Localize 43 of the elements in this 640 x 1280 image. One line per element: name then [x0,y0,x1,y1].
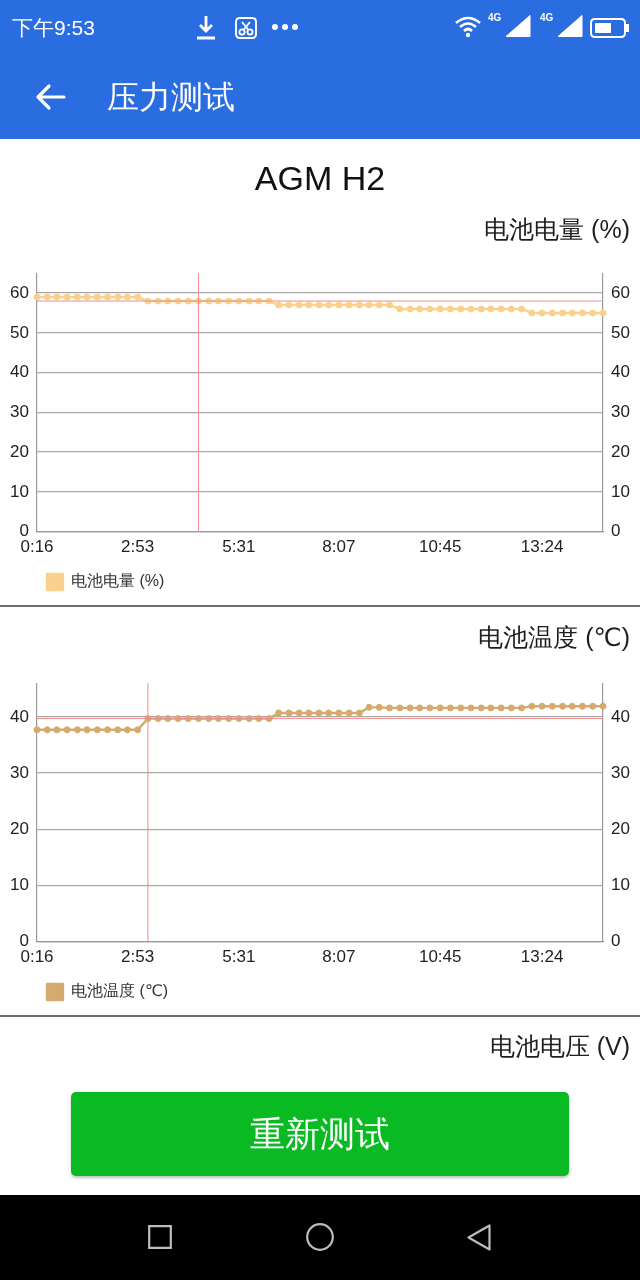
y-tick-label: 30 [10,402,29,422]
y-tick-label: 10 [10,481,29,501]
y-tick-label: 50 [10,322,29,342]
y2-tick-label: 30 [611,402,630,422]
y2-tick-label: 40 [611,362,630,382]
y2-tick-label: 10 [611,481,630,501]
x-tick-label: 8:07 [322,537,356,557]
y2-tick-label: 30 [611,762,630,782]
text: 4G [488,12,502,23]
y-tick-label: 60 [10,282,29,302]
x-tick-label: 5:31 [222,537,256,557]
legend-label: 电池温度 (℃) [71,982,169,1000]
x-tick-label: 5:31 [222,947,256,967]
x-tick-label: 13:24 [520,537,564,557]
y2-tick-label: 50 [611,322,630,342]
text: 4G [540,12,554,23]
y2-tick-label: 0 [611,521,621,541]
y-tick-label: 20 [10,441,29,461]
y2-tick-label: 40 [611,706,630,726]
y2-tick-label: 10 [611,875,630,895]
x-tick-label: 10:45 [418,537,462,557]
chart-title: 电池电量 (%) [484,215,630,243]
y2-tick-label: 60 [611,282,630,302]
text: 电池电压 (V) [489,1032,630,1060]
text: 下午9:53 [12,16,95,39]
x-tick-label: 8:07 [322,947,356,967]
chart-title: 电池温度 (℃) [478,623,630,651]
x-tick-label: 2:53 [121,537,155,557]
y-tick-label: 10 [10,875,29,895]
text: AGM H2 [253,159,387,197]
button: 重新测试 [71,1092,569,1176]
text: 压力测试 [107,79,235,115]
x-tick-label: 10:45 [418,947,462,967]
y2-tick-label: 0 [611,931,621,951]
y-tick-label: 30 [10,762,29,782]
y-tick-label: 20 [10,818,29,838]
y-tick-label: 40 [10,706,29,726]
x-tick-label: 2:53 [121,947,155,967]
x-tick-label: 13:24 [520,947,564,967]
y-tick-label: 40 [10,362,29,382]
y2-tick-label: 20 [611,441,630,461]
legend-label: 电池电量 (%) [71,572,165,590]
y2-tick-label: 20 [611,818,630,838]
